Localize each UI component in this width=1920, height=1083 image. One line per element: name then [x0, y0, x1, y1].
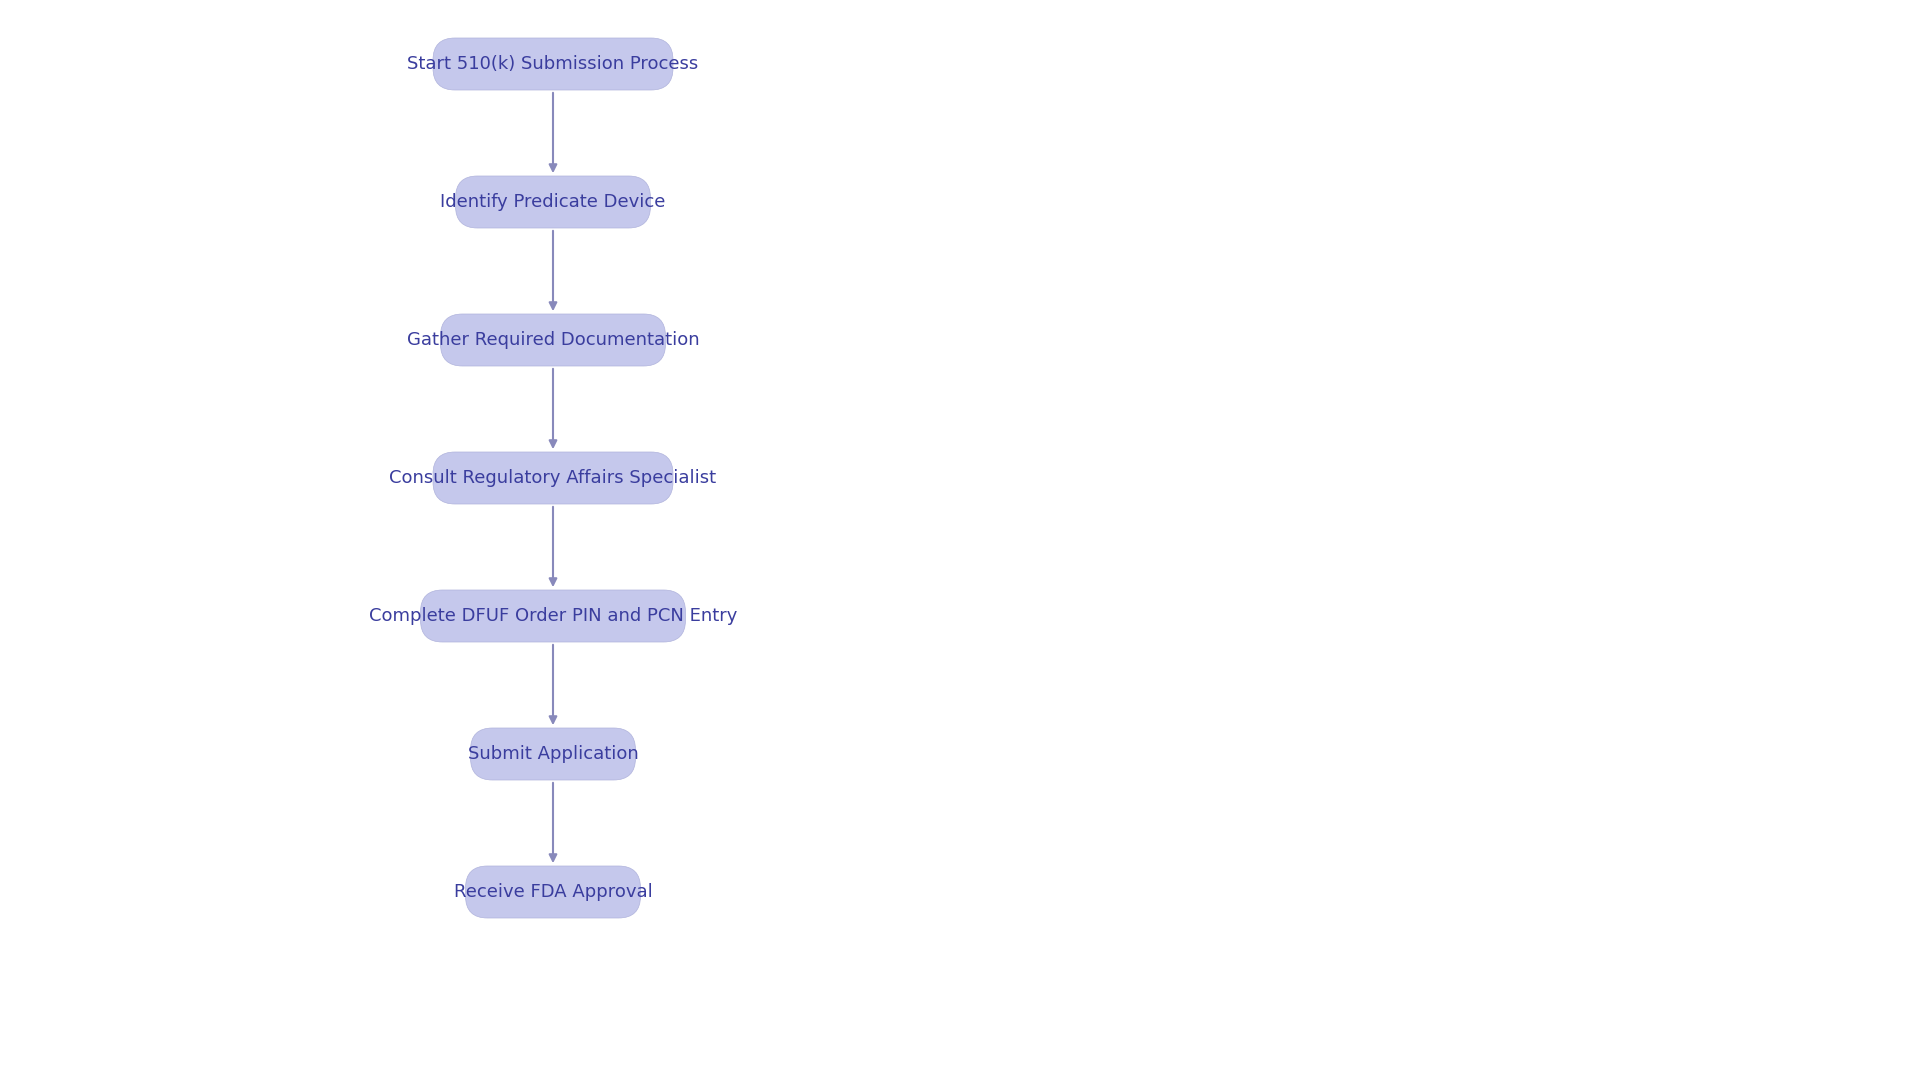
FancyBboxPatch shape — [434, 38, 674, 90]
Text: Start 510(k) Submission Process: Start 510(k) Submission Process — [407, 55, 699, 73]
FancyBboxPatch shape — [455, 177, 651, 229]
FancyBboxPatch shape — [440, 314, 666, 366]
FancyBboxPatch shape — [434, 452, 674, 504]
Text: Submit Application: Submit Application — [468, 745, 637, 764]
Text: Gather Required Documentation: Gather Required Documentation — [407, 331, 699, 349]
FancyBboxPatch shape — [420, 590, 685, 642]
FancyBboxPatch shape — [465, 866, 641, 918]
FancyBboxPatch shape — [470, 728, 636, 780]
Text: Consult Regulatory Affairs Specialist: Consult Regulatory Affairs Specialist — [390, 469, 716, 487]
Text: Identify Predicate Device: Identify Predicate Device — [440, 193, 666, 211]
Text: Complete DFUF Order PIN and PCN Entry: Complete DFUF Order PIN and PCN Entry — [369, 606, 737, 625]
Text: Receive FDA Approval: Receive FDA Approval — [453, 883, 653, 901]
